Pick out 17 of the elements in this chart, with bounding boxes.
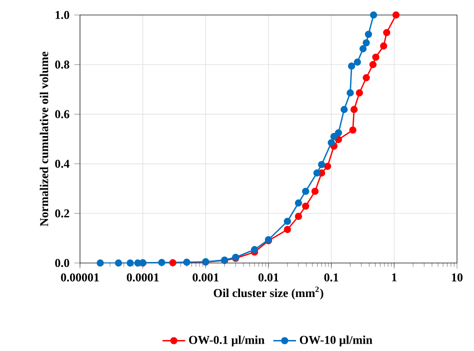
- x-tick-label: 0.00001: [61, 273, 99, 282]
- y-tick-label: 0.2: [55, 209, 70, 218]
- y-tick-label: 0.6: [55, 110, 70, 118]
- x-tick-label: 1: [392, 273, 397, 282]
- legend-label: OW-10 µl/min: [300, 335, 372, 346]
- x-tick-label: 10: [452, 273, 463, 282]
- y-tick-label: 0.8: [55, 60, 70, 69]
- x-tick-label: 0.001: [192, 273, 218, 282]
- x-tick-label: 0.0001: [126, 273, 159, 282]
- x-axis-title: Oil cluster size (mm$^{2}$): [214, 286, 324, 300]
- y-tick-label: 0.0: [55, 258, 70, 267]
- y-tick-label: 1.0: [56, 10, 70, 19]
- x-tick-label: 0.1: [324, 273, 338, 282]
- x-tick-label: 0.01: [258, 273, 278, 282]
- y-axis-title: Normalized cumulative oil volume: [40, 52, 48, 226]
- legend-label: OW-0.1 µl/min: [189, 335, 265, 346]
- y-tick-label: 0.4: [55, 160, 70, 168]
